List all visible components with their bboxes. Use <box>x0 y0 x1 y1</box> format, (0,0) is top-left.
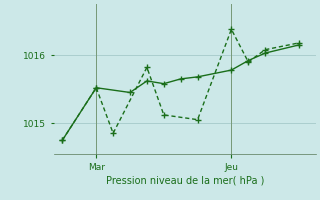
X-axis label: Pression niveau de la mer( hPa ): Pression niveau de la mer( hPa ) <box>106 176 264 186</box>
